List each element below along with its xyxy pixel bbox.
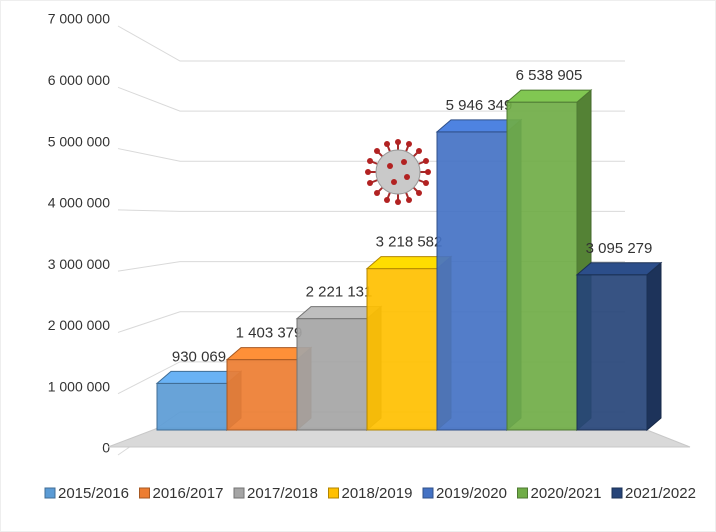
legend-label: 2015/2016 — [58, 485, 129, 502]
y-tick-label: 4 000 000 — [48, 195, 110, 211]
bar-top — [577, 263, 661, 275]
legend-swatch — [140, 488, 150, 498]
legend-swatch — [612, 488, 622, 498]
legend-label: 2018/2019 — [342, 485, 413, 502]
value-label: 5 946 349 — [446, 97, 513, 114]
legend-swatch — [234, 488, 244, 498]
bar — [577, 275, 647, 430]
legend-swatch — [518, 488, 528, 498]
legend-label: 2017/2018 — [247, 485, 318, 502]
bar — [157, 383, 227, 430]
value-label: 930 069 — [172, 348, 226, 365]
legend-label: 2021/2022 — [625, 485, 696, 502]
value-label: 2 221 131 — [306, 284, 373, 301]
bar — [507, 102, 577, 430]
bar — [437, 132, 507, 430]
y-tick-label: 1 000 000 — [48, 378, 110, 394]
bar — [297, 319, 367, 430]
bar-top — [507, 90, 591, 102]
virus-icon — [365, 139, 431, 205]
value-label: 3 218 582 — [376, 234, 443, 251]
y-tick-label: 0 — [102, 440, 110, 456]
value-label: 3 095 279 — [586, 240, 653, 257]
floor — [108, 428, 690, 447]
chart: 0 1 000 000 2 000 000 3 000 000 4 000 000 5 0… — [0, 0, 716, 532]
legend-label: 2020/2021 — [531, 485, 602, 502]
y-tick-label: 2 000 000 — [48, 317, 110, 333]
value-label: 6 538 905 — [516, 67, 583, 84]
legend-label: 2019/2020 — [436, 485, 507, 502]
y-tick-label: 3 000 000 — [48, 256, 110, 272]
y-tick-label: 6 000 000 — [48, 72, 110, 88]
y-tick-label: 7 000 000 — [48, 11, 110, 27]
legend-swatch — [329, 488, 339, 498]
legend-label: 2016/2017 — [153, 485, 224, 502]
y-tick-label: 5 000 000 — [48, 133, 110, 149]
value-label: 1 403 379 — [236, 325, 303, 342]
legend-swatch — [423, 488, 433, 498]
bar — [367, 269, 437, 430]
bar-side — [647, 263, 661, 430]
legend-swatch — [45, 488, 55, 498]
bar — [227, 360, 297, 430]
